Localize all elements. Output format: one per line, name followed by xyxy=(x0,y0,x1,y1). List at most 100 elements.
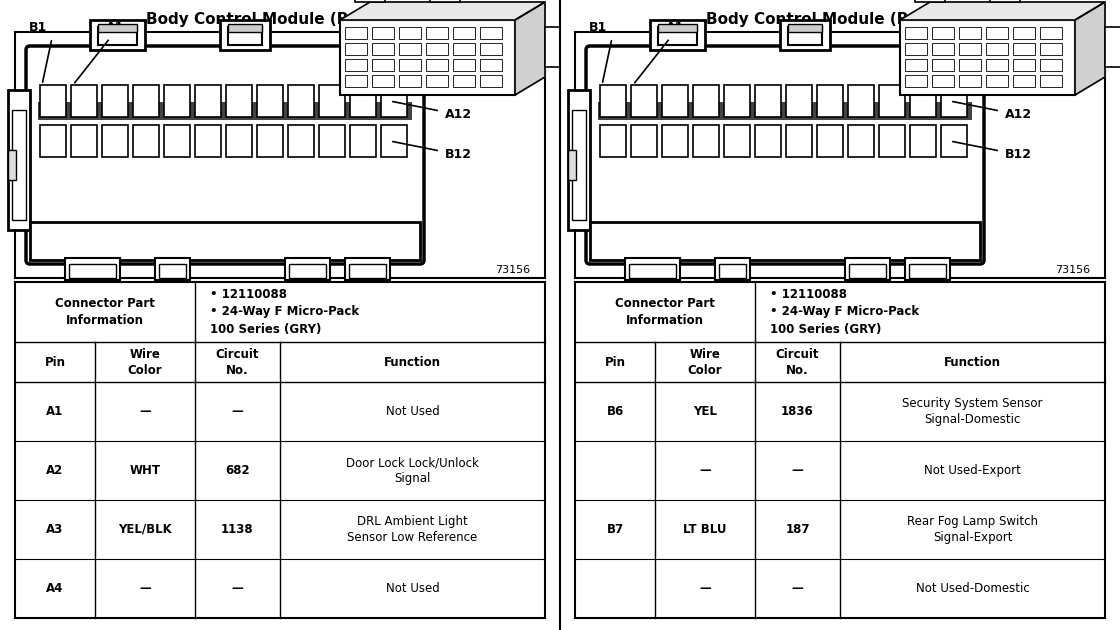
Text: A12: A12 xyxy=(445,108,473,120)
Text: Pin: Pin xyxy=(45,355,65,369)
Text: 682: 682 xyxy=(225,464,250,477)
Bar xyxy=(452,43,475,55)
Bar xyxy=(99,24,137,32)
Text: Door Lock Lock/Unlock
Signal: Door Lock Lock/Unlock Signal xyxy=(346,456,479,484)
Text: Not Used-Domestic: Not Used-Domestic xyxy=(916,582,1029,595)
Bar xyxy=(900,28,940,50)
Bar xyxy=(372,75,394,87)
Bar xyxy=(1012,27,1035,39)
Bar xyxy=(430,0,460,2)
Text: —: — xyxy=(139,582,151,595)
Bar xyxy=(8,90,30,230)
Polygon shape xyxy=(900,2,1105,20)
Bar xyxy=(631,125,657,157)
Text: —: — xyxy=(699,464,711,477)
Bar xyxy=(381,85,407,117)
Bar xyxy=(226,125,252,157)
Bar xyxy=(1012,75,1035,87)
Bar xyxy=(155,258,190,280)
Polygon shape xyxy=(340,2,545,20)
Bar xyxy=(788,24,822,32)
Bar xyxy=(600,85,626,117)
Text: A2: A2 xyxy=(46,464,64,477)
Bar xyxy=(399,59,421,71)
Text: A4: A4 xyxy=(46,582,64,595)
Text: B1: B1 xyxy=(29,21,47,34)
Bar xyxy=(452,75,475,87)
Bar xyxy=(349,85,376,117)
Bar xyxy=(426,59,448,71)
Bar xyxy=(426,27,448,39)
Bar xyxy=(65,258,120,280)
Text: LT BLU: LT BLU xyxy=(683,523,727,536)
Bar xyxy=(600,125,626,157)
Bar xyxy=(355,0,385,2)
Bar xyxy=(1012,43,1035,55)
Bar xyxy=(38,102,412,120)
Text: Security System Sensor
Signal-Domestic: Security System Sensor Signal-Domestic xyxy=(903,398,1043,426)
Bar xyxy=(900,20,1075,95)
Bar xyxy=(986,59,1008,71)
Text: A1: A1 xyxy=(46,405,64,418)
Bar xyxy=(905,75,927,87)
Bar xyxy=(905,258,950,280)
Bar xyxy=(164,85,190,117)
Text: A1: A1 xyxy=(105,21,124,34)
Bar xyxy=(693,125,719,157)
Bar xyxy=(340,28,380,50)
Text: B1: B1 xyxy=(589,21,607,34)
Bar xyxy=(816,85,843,117)
Text: B6: B6 xyxy=(606,405,624,418)
Bar xyxy=(480,43,502,55)
Bar xyxy=(990,0,1020,2)
Bar xyxy=(452,59,475,71)
Bar xyxy=(590,222,980,260)
Bar xyxy=(724,85,750,117)
Text: DRL Ambient Light
Sensor Low Reference: DRL Ambient Light Sensor Low Reference xyxy=(347,515,477,544)
Bar xyxy=(909,85,936,117)
Bar xyxy=(228,24,262,32)
Bar xyxy=(71,125,97,157)
Text: Function: Function xyxy=(384,355,441,369)
Bar xyxy=(849,264,886,278)
Bar xyxy=(786,125,812,157)
Bar xyxy=(345,59,367,71)
Bar xyxy=(40,85,66,117)
Bar xyxy=(1105,27,1120,67)
Bar xyxy=(959,59,981,71)
Bar xyxy=(133,125,159,157)
Bar xyxy=(986,43,1008,55)
Text: A1: A1 xyxy=(665,21,684,34)
Bar xyxy=(480,75,502,87)
Bar xyxy=(226,85,252,117)
Bar xyxy=(788,27,822,45)
Bar xyxy=(372,59,394,71)
Bar xyxy=(844,258,890,280)
Bar xyxy=(568,150,576,180)
Bar xyxy=(340,20,515,95)
Text: • 12110088
• 24-Way F Micro-Pack
100 Series (GRY): • 12110088 • 24-Way F Micro-Pack 100 Ser… xyxy=(211,287,360,336)
Bar xyxy=(816,125,843,157)
Bar xyxy=(915,0,945,2)
Bar xyxy=(932,59,954,71)
Bar xyxy=(345,75,367,87)
Bar xyxy=(102,125,128,157)
Bar xyxy=(1040,59,1062,71)
Bar xyxy=(102,85,128,117)
Bar xyxy=(724,125,750,157)
Bar xyxy=(986,75,1008,87)
Bar xyxy=(480,59,502,71)
Bar xyxy=(99,27,137,45)
Bar xyxy=(452,27,475,39)
Bar xyxy=(372,43,394,55)
Text: B12: B12 xyxy=(1005,147,1032,161)
Bar xyxy=(164,125,190,157)
Bar xyxy=(399,43,421,55)
Text: B7: B7 xyxy=(606,523,624,536)
Text: —: — xyxy=(232,405,243,418)
Bar xyxy=(372,27,394,39)
Bar xyxy=(12,110,26,220)
Bar xyxy=(780,20,830,50)
Bar xyxy=(932,43,954,55)
Text: Function: Function xyxy=(944,355,1001,369)
